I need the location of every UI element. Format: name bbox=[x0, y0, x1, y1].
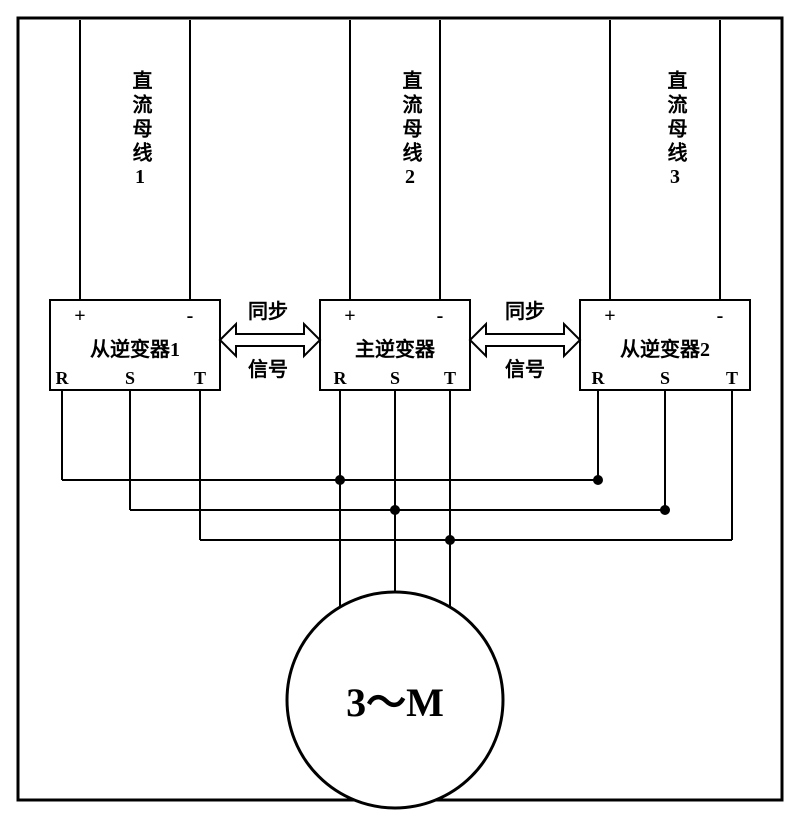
master-T: T bbox=[444, 368, 456, 388]
master-plus: + bbox=[344, 305, 355, 327]
sync-left-line2: 信号 bbox=[248, 357, 288, 381]
slave2-minus: - bbox=[717, 305, 724, 327]
slave2-plus: + bbox=[604, 305, 615, 327]
slave1-S: S bbox=[125, 368, 135, 388]
bus2-label: 直流母线2 bbox=[399, 69, 422, 192]
diagram-canvas: 直流母线1 直流母线2 直流母线3 + - 从逆变器1 R S T + - 主逆… bbox=[0, 0, 800, 816]
bus1-label: 直流母线1 bbox=[129, 69, 152, 192]
slave2-T: T bbox=[726, 368, 738, 388]
motor-label: 3～M bbox=[346, 680, 444, 725]
node-s2R bbox=[593, 475, 603, 485]
bus3-label: 直流母线3 bbox=[664, 69, 687, 192]
slave1-T: T bbox=[194, 368, 206, 388]
node-s2S bbox=[660, 505, 670, 515]
master-minus: - bbox=[437, 305, 444, 327]
sync-right-line1: 同步 bbox=[505, 300, 545, 323]
slave2-S: S bbox=[660, 368, 670, 388]
slave1-plus: + bbox=[74, 305, 85, 327]
sync-arrow-left bbox=[220, 324, 320, 356]
slave1-minus: - bbox=[187, 305, 194, 327]
slave1-title: 从逆变器1 bbox=[90, 337, 180, 361]
slave1-R: R bbox=[56, 368, 70, 388]
master-R: R bbox=[334, 368, 348, 388]
sync-left-line1: 同步 bbox=[248, 300, 288, 323]
slave2-R: R bbox=[592, 368, 606, 388]
sync-right-line2: 信号 bbox=[505, 357, 545, 381]
slave2-title: 从逆变器2 bbox=[620, 337, 710, 361]
sync-arrow-right bbox=[470, 324, 580, 356]
master-S: S bbox=[390, 368, 400, 388]
master-title: 主逆变器 bbox=[355, 337, 436, 361]
